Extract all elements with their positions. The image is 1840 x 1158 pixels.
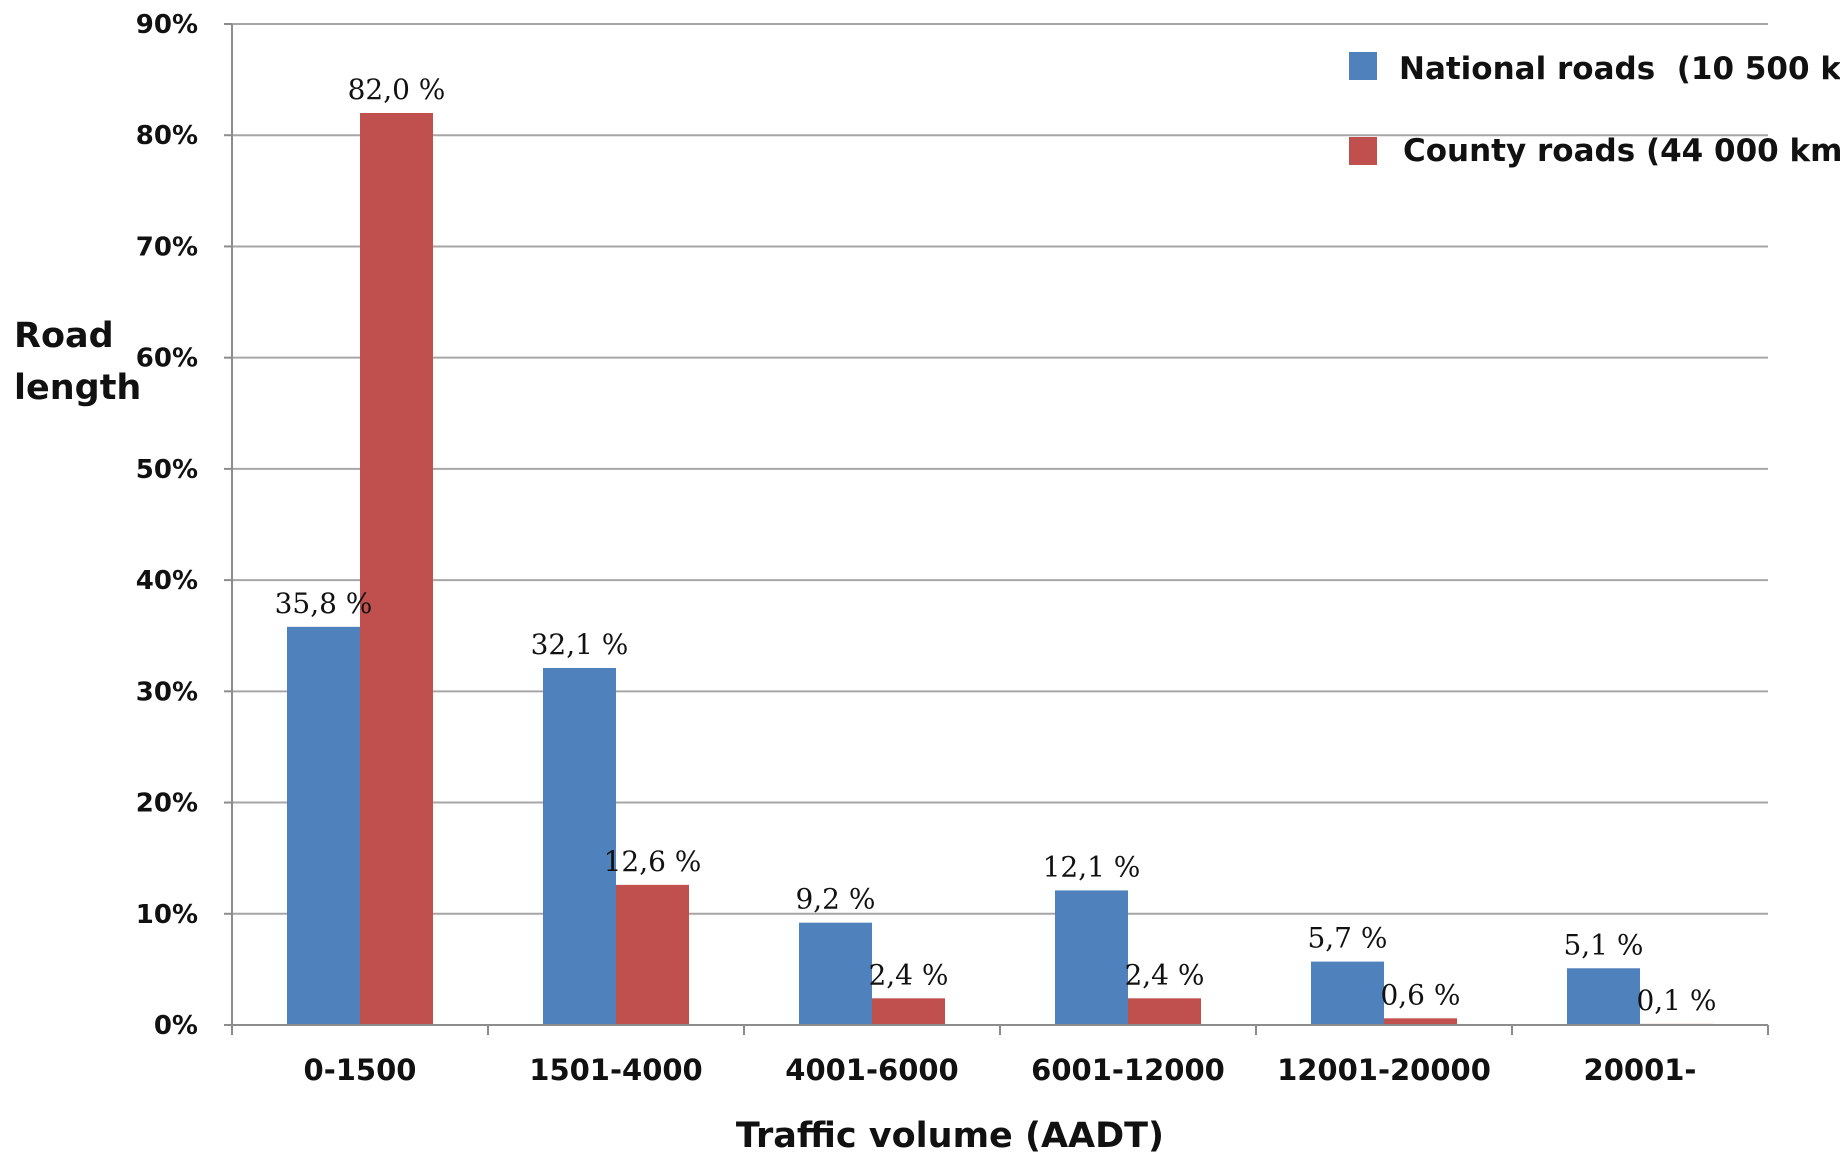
y-tick-label: 80% xyxy=(136,121,198,151)
x-category-label: 0-1500 xyxy=(304,1053,417,1087)
data-label-county-roads: 2,4 % xyxy=(868,958,948,991)
y-axis-title-line-1: Road xyxy=(14,316,114,356)
data-label-county-roads: 12,6 % xyxy=(604,845,702,878)
bar-national-roads xyxy=(799,922,872,1025)
bar-national-roads xyxy=(1311,961,1384,1025)
legend-label-national-roads: National roads (10 500 km) xyxy=(1399,51,1840,87)
x-axis-title: Traffic volume (AADT) xyxy=(736,1116,1164,1153)
y-tick-label: 30% xyxy=(136,677,198,707)
legend-swatch-county-roads xyxy=(1349,137,1377,165)
axes: 0% 10% 20% 30% 40% 50% 60% 70% 80% 90% 0-1500 1501-… xyxy=(136,10,1769,1087)
x-category-label: 20001- xyxy=(1584,1053,1697,1087)
data-label-national-roads: 9,2 % xyxy=(795,883,875,916)
bar-national-roads xyxy=(1055,890,1128,1025)
bar-county-roads xyxy=(360,112,433,1025)
data-label-county-roads: 0,1 % xyxy=(1636,984,1716,1017)
data-label-national-roads: 35,8 % xyxy=(275,587,373,620)
bar-county-roads xyxy=(1384,1018,1457,1025)
data-label-national-roads: 5,1 % xyxy=(1563,928,1643,961)
data-label-national-roads: 5,7 % xyxy=(1307,922,1387,955)
y-tick-label: 10% xyxy=(136,900,198,930)
data-label-county-roads: 82,0 % xyxy=(348,73,446,106)
y-tick-label: 50% xyxy=(136,455,198,485)
x-category-label: 1501-4000 xyxy=(529,1053,702,1087)
y-tick-label: 70% xyxy=(136,232,198,262)
bar-national-roads xyxy=(543,667,616,1025)
bar-county-roads xyxy=(1128,998,1201,1025)
bar-national-roads xyxy=(1567,968,1640,1025)
data-label-national-roads: 32,1 % xyxy=(531,628,629,661)
data-label-county-roads: 0,6 % xyxy=(1380,978,1460,1011)
y-axis-title-line-2: length xyxy=(14,368,141,408)
y-tick-label: 20% xyxy=(136,789,198,819)
y-tick-label: 0% xyxy=(154,1011,198,1041)
legend: National roads (10 500 km) County roads … xyxy=(1349,51,1840,169)
x-category-label: 6001-12000 xyxy=(1031,1053,1225,1087)
bar-national-roads xyxy=(287,626,360,1025)
y-tick-label: 60% xyxy=(136,344,198,374)
y-tick-label: 40% xyxy=(136,566,198,596)
bar-county-roads xyxy=(616,884,689,1025)
bars xyxy=(287,112,1713,1025)
data-label-county-roads: 2,4 % xyxy=(1124,958,1204,991)
y-tick-label: 90% xyxy=(136,10,198,40)
data-label-national-roads: 12,1 % xyxy=(1043,850,1141,883)
bar-county-roads xyxy=(872,998,945,1025)
data-labels: 35,8 % 32,1 % 9,2 % 12,1 % 5,7 % 5,1 % 82,0 % 1… xyxy=(275,73,1717,1017)
gridlines xyxy=(232,23,1768,915)
legend-swatch-national-roads xyxy=(1349,52,1377,80)
x-category-label: 4001-6000 xyxy=(785,1053,958,1087)
legend-label-county-roads: County roads (44 000 km) xyxy=(1403,133,1840,169)
x-category-label: 12001-20000 xyxy=(1277,1053,1491,1087)
